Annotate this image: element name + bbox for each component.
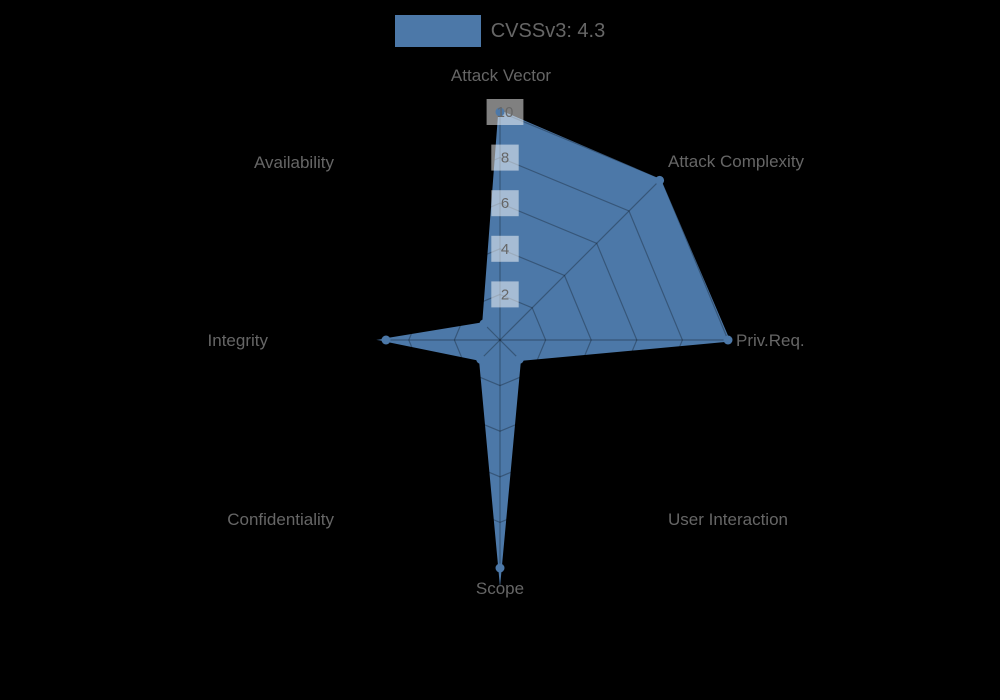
axis-label-attack-vector: Attack Vector	[451, 66, 551, 85]
data-point	[495, 107, 505, 117]
legend-swatch	[394, 15, 481, 47]
axis-label-scope: Scope	[476, 579, 524, 598]
grid-ring	[453, 293, 547, 387]
data-point	[495, 563, 505, 573]
tick-backdrop	[491, 144, 519, 171]
tick-backdrop	[491, 235, 519, 262]
tick-backdrop	[486, 99, 524, 125]
chart-legend[interactable]: CVSSv3: 4.3	[0, 15, 1000, 47]
grid-ring	[362, 202, 638, 478]
tick-label: 2	[501, 286, 509, 303]
axis-label-confidentiality: Confidentiality	[227, 510, 334, 529]
grid-ring	[316, 156, 684, 524]
data-point	[514, 354, 524, 364]
data-point	[723, 335, 733, 345]
legend-label: CVSSv3: 4.3	[490, 20, 606, 42]
data-point	[381, 335, 391, 345]
data-point	[655, 175, 665, 185]
axis-spoke-line	[338, 339, 501, 502]
tick-label: 6	[501, 195, 509, 212]
axis-label-priv-req-: Priv.Req.	[736, 331, 805, 350]
data-point	[476, 354, 486, 364]
axis-label-user-interaction: User Interaction	[668, 510, 788, 529]
axis-label-attack-complexity: Attack Complexity	[668, 152, 805, 171]
tick-label: 4	[501, 241, 509, 258]
grid-ring	[408, 248, 592, 432]
tick-backdrop	[491, 281, 519, 308]
axis-spoke-line	[499, 339, 662, 502]
axis-spoke-line	[338, 178, 501, 341]
axis-spoke-line	[499, 178, 662, 341]
tick-backdrop	[491, 190, 519, 217]
tick-label: 8	[501, 150, 509, 167]
data-point	[479, 319, 489, 329]
tick-label: 10	[497, 104, 514, 121]
axis-label-availability: Availability	[254, 153, 335, 172]
axis-label-integrity: Integrity	[208, 331, 269, 350]
